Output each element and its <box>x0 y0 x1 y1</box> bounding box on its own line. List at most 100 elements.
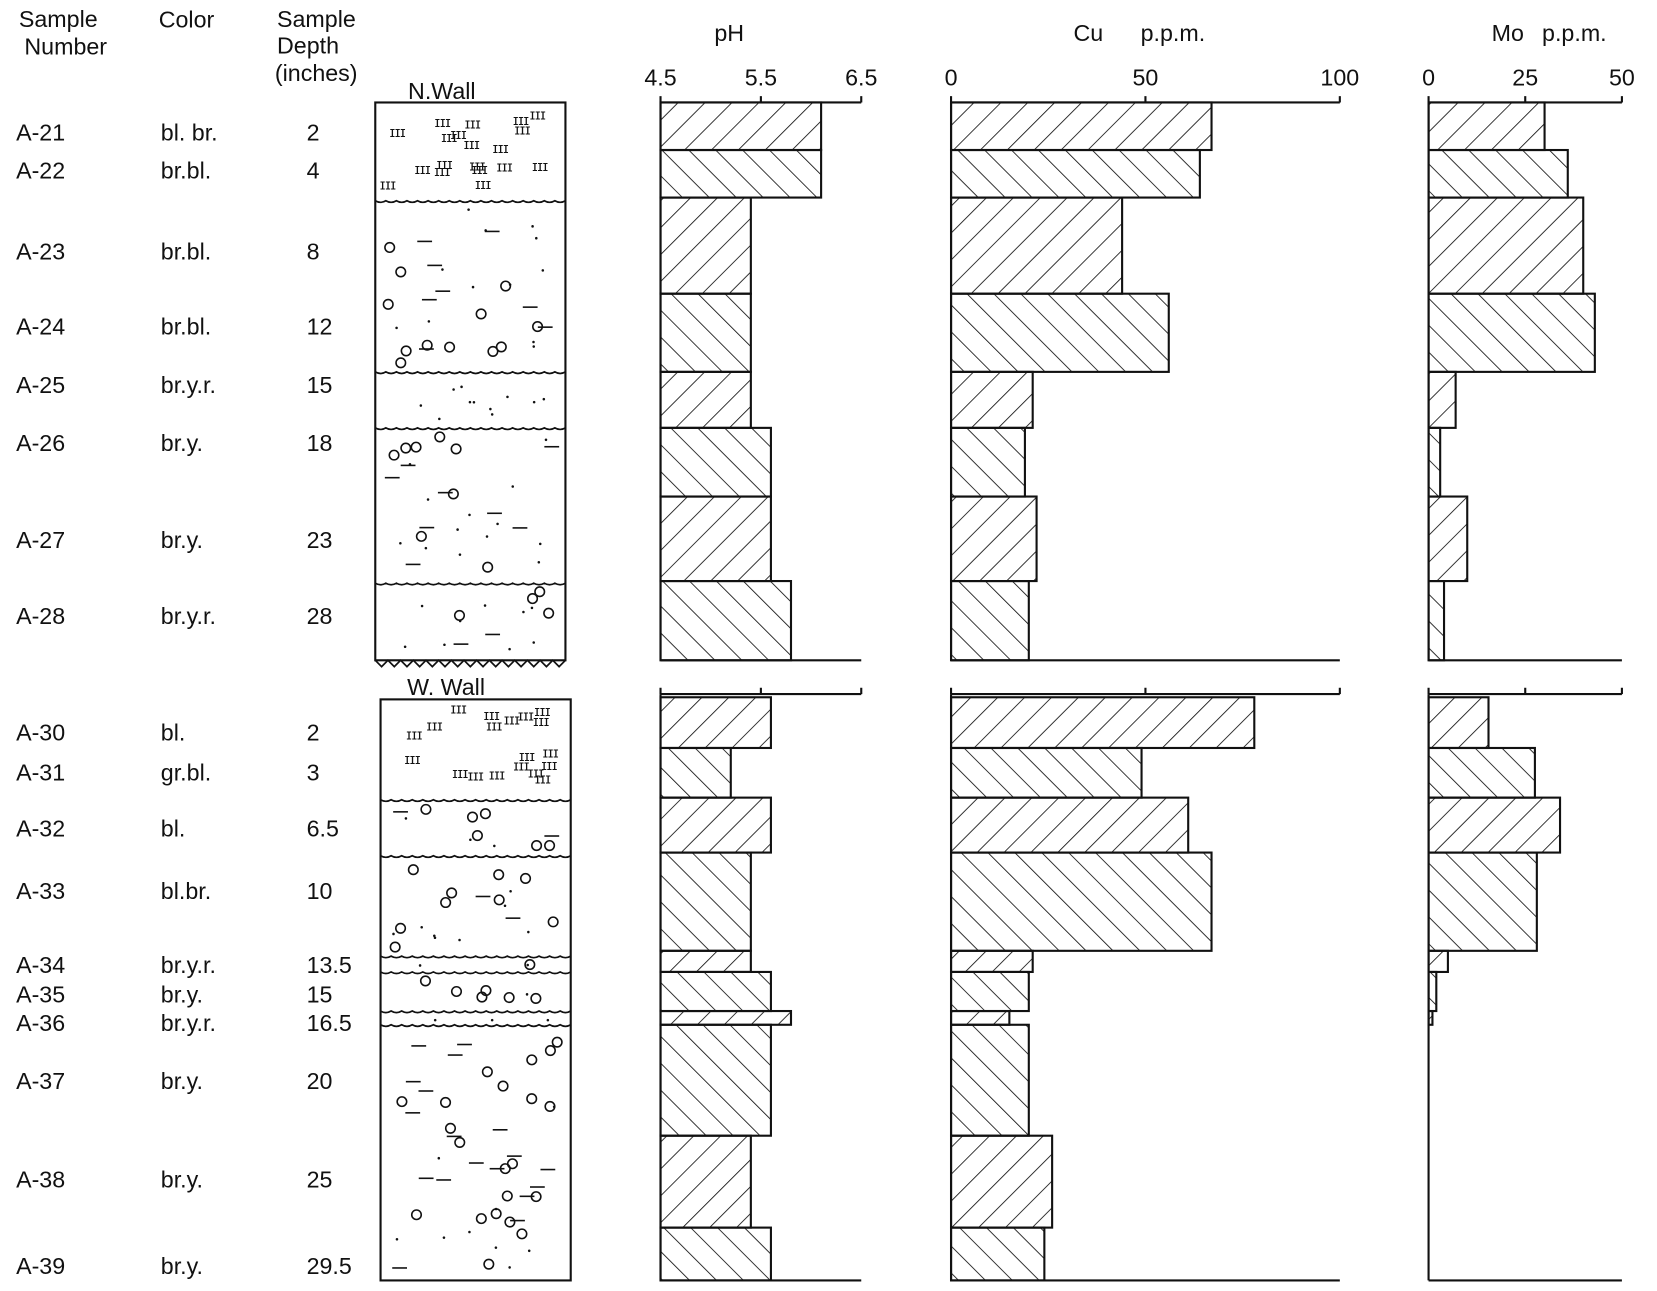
pebble <box>548 917 558 927</box>
bar <box>951 102 1211 150</box>
sample-depth: 20 <box>307 1068 333 1094</box>
pebble <box>535 587 545 597</box>
sand-dot <box>456 528 459 531</box>
sand-dot <box>458 939 461 942</box>
bar <box>951 428 1025 497</box>
pebble <box>546 1046 556 1056</box>
bar <box>661 150 822 198</box>
bar <box>661 697 771 748</box>
layer-boundary <box>375 372 565 374</box>
pebble <box>468 812 478 822</box>
sample-number: A-22 <box>16 157 65 183</box>
sample-number: A-39 <box>16 1253 65 1279</box>
sand-dot <box>535 237 538 240</box>
sand-dot <box>509 890 512 893</box>
pebble <box>473 831 483 841</box>
soil-outline <box>375 102 565 660</box>
grass-symbol: ɪɪɪ <box>465 116 481 132</box>
pebble <box>497 342 507 352</box>
sample-color: br.y. <box>161 1253 203 1279</box>
sand-dot <box>532 641 535 644</box>
sample-number: A-32 <box>16 816 65 842</box>
bar <box>951 1136 1052 1228</box>
sample-color: gr.bl. <box>161 760 211 786</box>
pebble <box>435 432 445 442</box>
sand-dot <box>395 327 398 330</box>
sample-depth: 6.5 <box>307 816 339 842</box>
bar <box>1429 294 1595 372</box>
grass-symbol: ɪɪɪ <box>497 160 513 176</box>
pebble <box>491 1209 501 1219</box>
layer-boundary <box>381 972 571 974</box>
pebble <box>476 309 486 319</box>
x-tick-label: 0 <box>1422 64 1435 90</box>
pebble <box>447 888 457 898</box>
sample-color: br.bl. <box>161 157 211 183</box>
sand-dot <box>428 320 431 323</box>
bar <box>1429 428 1441 497</box>
sample-depth: 2 <box>307 719 320 745</box>
sand-dot <box>443 644 446 647</box>
pebble <box>390 942 400 952</box>
grass-symbol: ɪɪɪ <box>468 768 484 784</box>
sand-dot <box>539 543 542 546</box>
pebble <box>521 874 531 884</box>
sand-dot <box>543 398 546 401</box>
grass-symbol: ɪɪɪ <box>452 766 468 782</box>
pebble <box>504 993 514 1003</box>
sand-dot <box>531 607 534 610</box>
sand-dot <box>528 1250 531 1253</box>
pebble <box>531 994 541 1004</box>
header-sample-number: Sample Number <box>19 6 107 59</box>
pebble <box>525 960 535 970</box>
bar <box>951 198 1122 294</box>
sample-number: A-24 <box>16 314 65 340</box>
sand-dot <box>443 1236 446 1239</box>
sand-dot <box>469 839 472 842</box>
sand-dot <box>469 401 472 404</box>
bar <box>951 1025 1029 1136</box>
pebble <box>449 489 459 499</box>
sample-color: br.y. <box>161 527 203 553</box>
sample-depth: 12 <box>307 314 333 340</box>
grass-symbol: ɪɪɪ <box>504 713 520 729</box>
bar <box>661 1025 771 1136</box>
x-tick-label: 100 <box>1320 64 1359 90</box>
sample-color: br.y. <box>161 1068 203 1094</box>
sand-dot <box>405 817 408 820</box>
bar <box>661 581 791 660</box>
bar <box>1429 951 1448 972</box>
sample-number: A-36 <box>16 1010 65 1036</box>
sample-color: br.y.r. <box>161 952 216 978</box>
sample-number: A-26 <box>16 430 65 456</box>
chart-unit: p.p.m. <box>1542 20 1607 46</box>
bar <box>661 198 751 294</box>
bar <box>661 372 751 428</box>
sample-depth: 13.5 <box>307 952 352 978</box>
sample-color: bl.br. <box>161 878 211 904</box>
sample-depth: 10 <box>307 878 333 904</box>
x-tick-label: 5.5 <box>745 64 777 90</box>
pebble <box>417 532 427 542</box>
bar <box>951 798 1188 853</box>
sand-dot <box>508 1266 511 1269</box>
bar <box>951 951 1033 972</box>
sand-dot <box>511 485 514 488</box>
grass-symbol: ɪɪɪ <box>415 162 431 178</box>
grass-symbol: ɪɪɪ <box>489 768 505 784</box>
x-tick-label: 25 <box>1512 64 1538 90</box>
section-label: W. Wall <box>407 674 485 700</box>
pebble <box>389 450 399 460</box>
bar <box>1429 853 1537 951</box>
soil-column: ɪɪɪɪɪɪɪɪɪɪɪɪɪɪɪɪɪɪɪɪɪɪɪɪɪɪɪɪɪɪɪɪɪɪɪɪɪɪɪɪ… <box>381 699 571 1280</box>
sand-dot <box>396 1238 399 1241</box>
header-depth: Sample Depth (inches) <box>275 6 362 86</box>
pebble <box>477 1214 487 1224</box>
bar <box>661 798 771 853</box>
sand-dot <box>526 964 529 967</box>
pebble <box>517 1229 527 1239</box>
bar <box>951 972 1029 1011</box>
bar <box>661 1136 751 1228</box>
bar <box>1429 102 1545 150</box>
chart-title: pH <box>714 20 744 46</box>
